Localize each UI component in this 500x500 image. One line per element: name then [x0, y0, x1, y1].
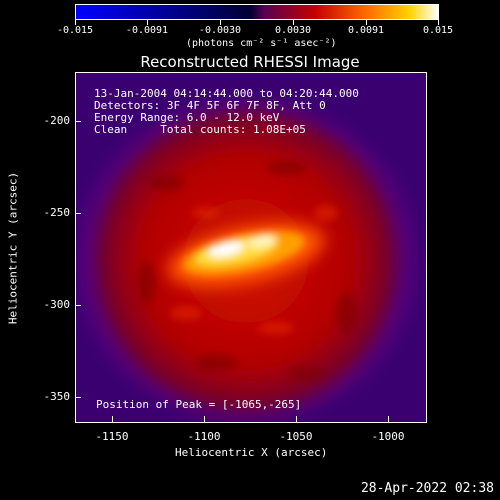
image-plot: 13-Jan-2004 04:14:44.000 to 04:20:44.000…	[75, 72, 427, 423]
x-tick-label: -1050	[279, 430, 313, 443]
x-tick	[112, 416, 113, 422]
peak-position-label: Position of Peak = [-1065,-265]	[96, 398, 302, 411]
colorbar-tick-label: -0.0030	[198, 25, 242, 36]
info-line: 13-Jan-2004 04:14:44.000 to 04:20:44.000	[94, 87, 359, 100]
y-tick	[75, 121, 81, 122]
colorbar-tick-label: 0.015	[422, 25, 454, 36]
colorbar-units: (photons cm⁻² s⁻¹ asec⁻²)	[186, 38, 337, 49]
y-tick-label: -300	[43, 298, 71, 311]
y-tick	[75, 213, 81, 214]
y-tick	[75, 305, 81, 306]
colorbar-tick-label: 0.0030	[274, 25, 312, 36]
colorbar-tick	[293, 20, 294, 25]
colorbar-tick	[220, 20, 221, 25]
x-tick	[204, 416, 205, 422]
x-tick-label: -1000	[371, 430, 405, 443]
colorbar-tick-label: 0.0091	[347, 25, 385, 36]
y-tick-label: -250	[43, 206, 71, 219]
x-tick	[388, 416, 389, 422]
colorbar-tick	[438, 20, 439, 25]
colorbar-tick-label: -0.0091	[125, 25, 169, 36]
x-axis-label: Heliocentric X (arcsec)	[175, 446, 328, 459]
x-tick	[296, 416, 297, 422]
colorbar-tick	[75, 20, 76, 25]
timestamp: 28-Apr-2022 02:38	[360, 481, 494, 496]
colorbar	[75, 4, 439, 20]
rhessi-image	[76, 73, 426, 422]
y-tick-label: -350	[43, 390, 71, 403]
info-line: Energy Range: 6.0 - 12.0 keV	[94, 111, 280, 124]
y-axis-label: Heliocentric Y (arcsec)	[6, 171, 20, 325]
colorbar-tick-label: -0.015	[56, 25, 94, 36]
plot-title: Reconstructed RHESSI Image	[140, 53, 360, 71]
x-tick-label: -1100	[187, 430, 221, 443]
x-tick-label: -1150	[95, 430, 129, 443]
info-line: Clean Total counts: 1.08E+05	[94, 123, 306, 136]
colorbar-tick	[147, 20, 148, 25]
y-tick	[75, 397, 81, 398]
colorbar-tick	[366, 20, 367, 25]
info-line: Detectors: 3F 4F 5F 6F 7F 8F, Att 0	[94, 99, 326, 112]
y-tick-label: -200	[43, 114, 71, 127]
